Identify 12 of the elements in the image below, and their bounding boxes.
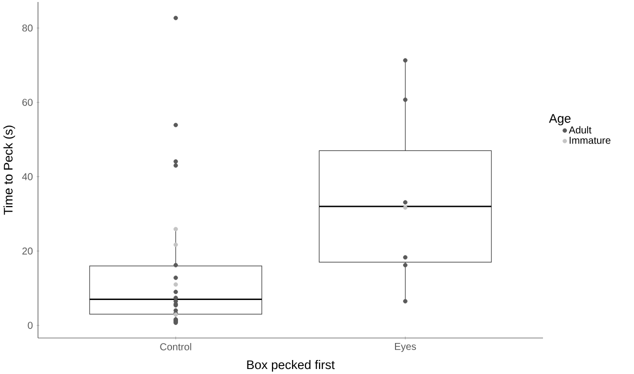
legend-label: Adult (568, 126, 592, 134)
y-tick-label: 60 (22, 98, 33, 106)
x-axis-title: Box pecked first (247, 360, 335, 372)
legend-title: Age (548, 114, 571, 126)
y-tick-label: 40 (22, 173, 33, 180)
x-tick-label: Control (160, 343, 192, 350)
y-tick-label: 0 (28, 322, 33, 329)
x-tick-label: Eyes (395, 343, 416, 352)
y-tick-label: 80 (22, 24, 33, 32)
legend-label: Immature (570, 136, 610, 144)
y-axis-title: Time to Peck (s) (3, 126, 16, 215)
y-tick-label: 20 (22, 248, 33, 255)
